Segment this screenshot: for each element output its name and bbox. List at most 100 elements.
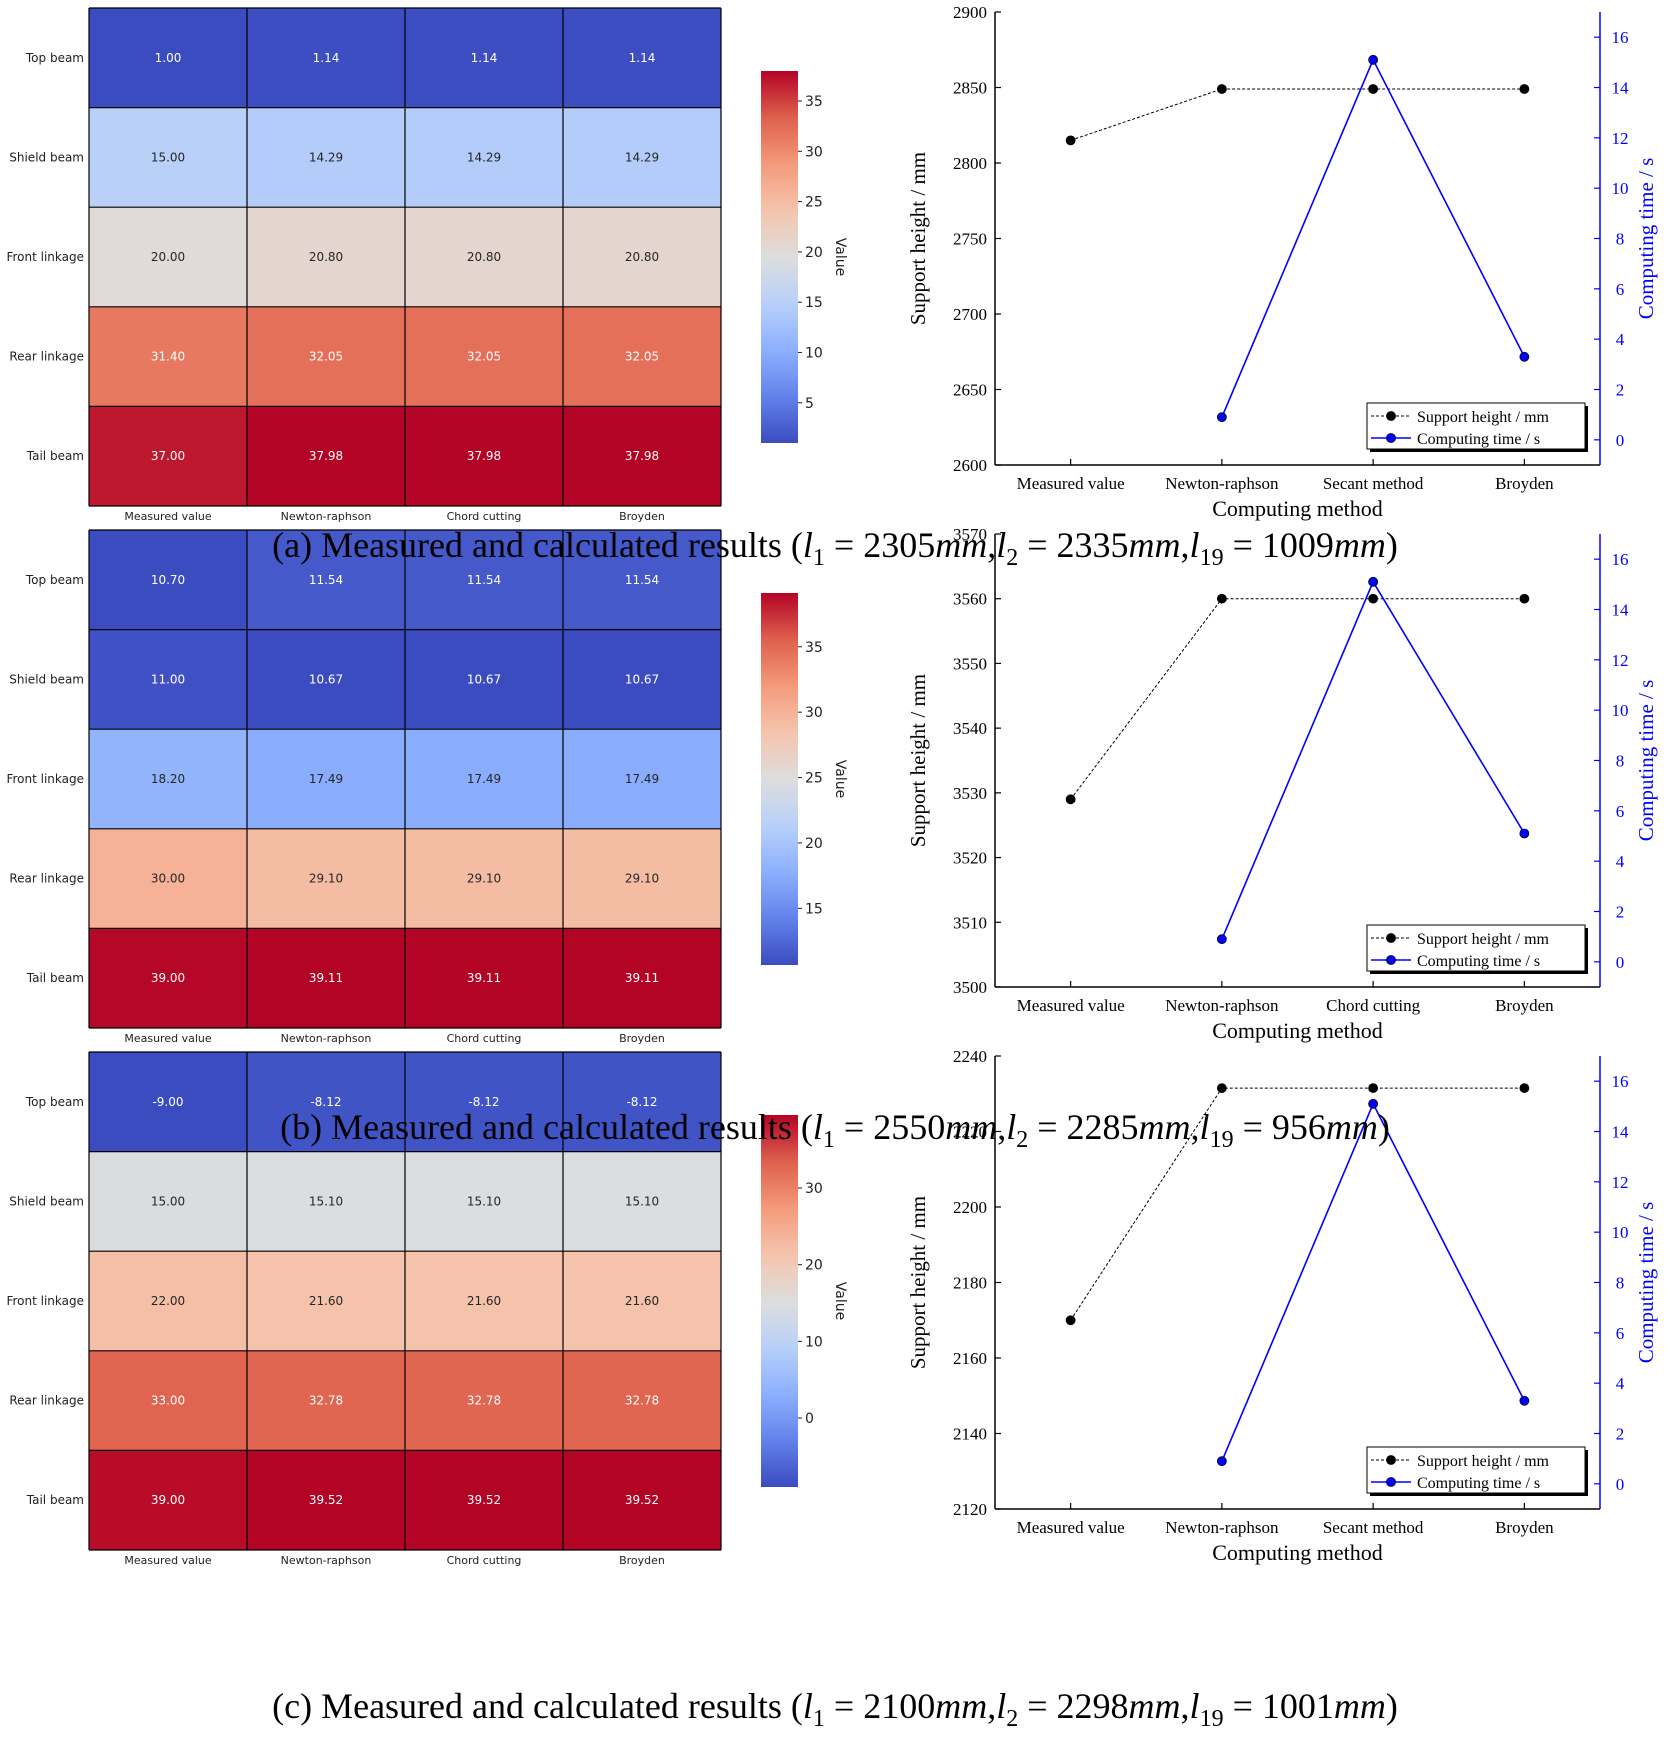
heatmap-cell xyxy=(247,928,405,1028)
x-axis-title: Computing method xyxy=(1212,1018,1383,1043)
x-tick-label: Secant method xyxy=(1323,1518,1424,1537)
legend-label-1: Computing time / s xyxy=(1417,1475,1540,1492)
caption-variable: l xyxy=(996,1686,1006,1726)
heatmap-panel-c: -9.00 -8.12 -8.12 -8.12 15.00 15.10 15.10 15.10… xyxy=(6,1051,848,1567)
data-point-series-0 xyxy=(1519,593,1530,604)
caption-unit: mm xyxy=(1139,1107,1191,1147)
colorbar-tick-label: 10 xyxy=(805,345,823,361)
x-tick-label: Secant method xyxy=(1323,474,1424,493)
heatmap-cell-label: -9.00 xyxy=(152,1095,183,1109)
heatmap-cell-label: 39.11 xyxy=(467,971,501,985)
x-axis-title: Computing method xyxy=(1212,1540,1383,1565)
caption-variable: l xyxy=(1006,1107,1016,1147)
heatmap-cell xyxy=(89,1151,247,1252)
right-y-tick-label: 0 xyxy=(1616,1475,1625,1494)
heatmap-cell-label: 32.05 xyxy=(625,350,659,364)
heatmap-cell xyxy=(405,629,563,730)
heatmap-cell xyxy=(89,629,247,730)
heatmap-cell xyxy=(247,530,405,630)
heatmap-cell-label: 18.20 xyxy=(151,772,185,786)
heatmap-cell-label: 39.52 xyxy=(625,1493,659,1507)
legend-label-1: Computing time / s xyxy=(1417,431,1540,448)
left-y-tick-label: 3510 xyxy=(953,913,987,932)
caption-separator: , xyxy=(1191,1107,1200,1147)
heatmap-cell xyxy=(89,406,247,506)
heatmap-cell-label: -8.12 xyxy=(626,1095,657,1109)
heatmap-cell xyxy=(405,1251,563,1351)
left-y-tick-label: 2120 xyxy=(953,1500,987,1519)
heatmap-cell xyxy=(247,729,405,829)
heatmap-row-label: Tail beam xyxy=(26,971,84,985)
heatmap-row-label: Shield beam xyxy=(9,150,84,164)
heatmap-cell-label: 32.05 xyxy=(467,350,501,364)
caption-value: = 2550 xyxy=(835,1107,945,1147)
heatmap-panel-a: 1.00 1.14 1.14 1.14 15.00 14.29 14.29 14.29 20.0… xyxy=(6,7,848,523)
data-point-series-1 xyxy=(1216,934,1227,945)
heatmap-cell-label: 1.14 xyxy=(471,51,498,65)
right-y-tick-label: 2 xyxy=(1616,903,1625,922)
data-point-series-0 xyxy=(1368,593,1379,604)
caption-1: (b) Measured and calculated results (l1 … xyxy=(280,1107,1390,1153)
heatmap-cell xyxy=(405,1450,563,1550)
caption-value: = 2335 xyxy=(1018,525,1128,565)
legend-marker-0 xyxy=(1386,411,1396,421)
heatmap-cell xyxy=(89,8,247,108)
series-line-1 xyxy=(1221,57,1526,418)
heatmap-row-label: Rear linkage xyxy=(9,872,84,886)
caption-variable: l xyxy=(996,525,1006,565)
heatmap-cell-label: 1.14 xyxy=(629,51,656,65)
right-y-tick-label: 6 xyxy=(1616,802,1625,821)
heatmap-column-label: Newton-raphson xyxy=(281,1032,372,1045)
heatmap-cell xyxy=(563,530,721,630)
caption-2: (c) Measured and calculated results (l1 … xyxy=(272,1686,1398,1732)
left-y-tick-label: 2900 xyxy=(953,3,987,22)
caption-unit: mm xyxy=(935,1686,987,1726)
left-y-tick-label: 2650 xyxy=(953,381,987,400)
caption-value: = 956 xyxy=(1234,1107,1326,1147)
heatmap-cell xyxy=(405,306,563,407)
caption-unit: mm xyxy=(945,1107,997,1147)
left-y-tick-label: 2600 xyxy=(953,456,987,475)
x-tick-label: Measured value xyxy=(1017,474,1125,493)
heatmap-cell-label: 39.00 xyxy=(151,1493,185,1507)
heatmap-cell-label: 22.00 xyxy=(151,1294,185,1308)
heatmap-cell xyxy=(89,1450,247,1550)
colorbar-label: Value xyxy=(832,238,848,276)
caption-subscript: 1 xyxy=(813,1706,825,1732)
heatmap-cell xyxy=(405,107,563,208)
legend-label-1: Computing time / s xyxy=(1417,953,1540,970)
heatmap-cell-label: 17.49 xyxy=(309,772,343,786)
left-y-tick-label: 2800 xyxy=(953,154,987,173)
left-y-tick-label: 3550 xyxy=(953,654,987,673)
heatmap-cell-label: 29.10 xyxy=(309,872,343,886)
heatmap-cell-label: 14.29 xyxy=(467,150,501,164)
heatmap-cell-label: 17.49 xyxy=(625,772,659,786)
legend-box xyxy=(1366,1446,1586,1494)
caption-subscript: 2 xyxy=(1006,1706,1018,1732)
caption-prefix: (b) Measured and calculated results ( xyxy=(280,1107,813,1147)
right-y-axis-title: Computing time / s xyxy=(1634,1202,1658,1364)
heatmap-cell xyxy=(405,729,563,829)
data-point-series-0 xyxy=(1065,1315,1076,1326)
colorbar-tick-label: 20 xyxy=(805,245,823,261)
left-y-tick-label: 2700 xyxy=(953,305,987,324)
legend-label-0: Support height / mm xyxy=(1417,409,1550,426)
heatmap-cell xyxy=(405,1052,563,1152)
heatmap-cell-label: 20.80 xyxy=(309,250,343,264)
right-y-tick-label: 2 xyxy=(1616,381,1625,400)
caption-separator: , xyxy=(987,525,996,565)
line-chart-panel-b: 3500 3510 3520 3530 3540 3550 3560 3570 0 2 4 6 8 10 1… xyxy=(906,525,1658,1043)
heatmap-cell-label: 39.00 xyxy=(151,971,185,985)
series-line-0 xyxy=(1070,88,1525,141)
heatmap-cell-label: 15.10 xyxy=(625,1194,659,1208)
heatmap-cell-label: -8.12 xyxy=(468,1095,499,1109)
heatmap-cell xyxy=(247,306,405,407)
caption-value: = 2285 xyxy=(1028,1107,1138,1147)
x-tick-label: Measured value xyxy=(1017,1518,1125,1537)
heatmap-column-label: Broyden xyxy=(619,1032,665,1045)
heatmap-cell-label: 32.78 xyxy=(625,1394,659,1408)
heatmap-column-label: Newton-raphson xyxy=(281,510,372,523)
right-y-tick-label: 10 xyxy=(1612,1223,1629,1242)
